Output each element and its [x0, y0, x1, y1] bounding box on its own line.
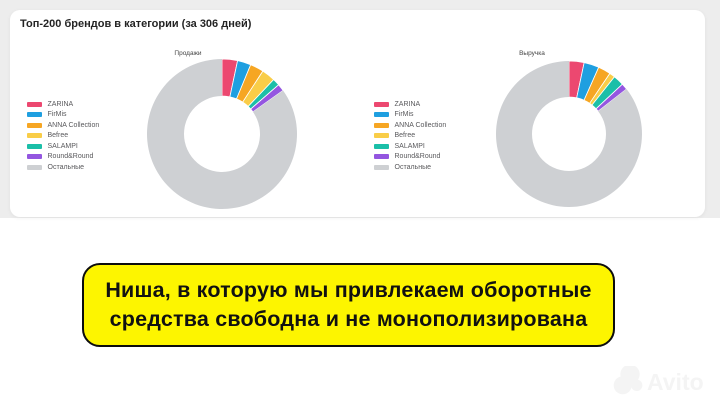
svg-text:Avito: Avito [647, 369, 704, 395]
